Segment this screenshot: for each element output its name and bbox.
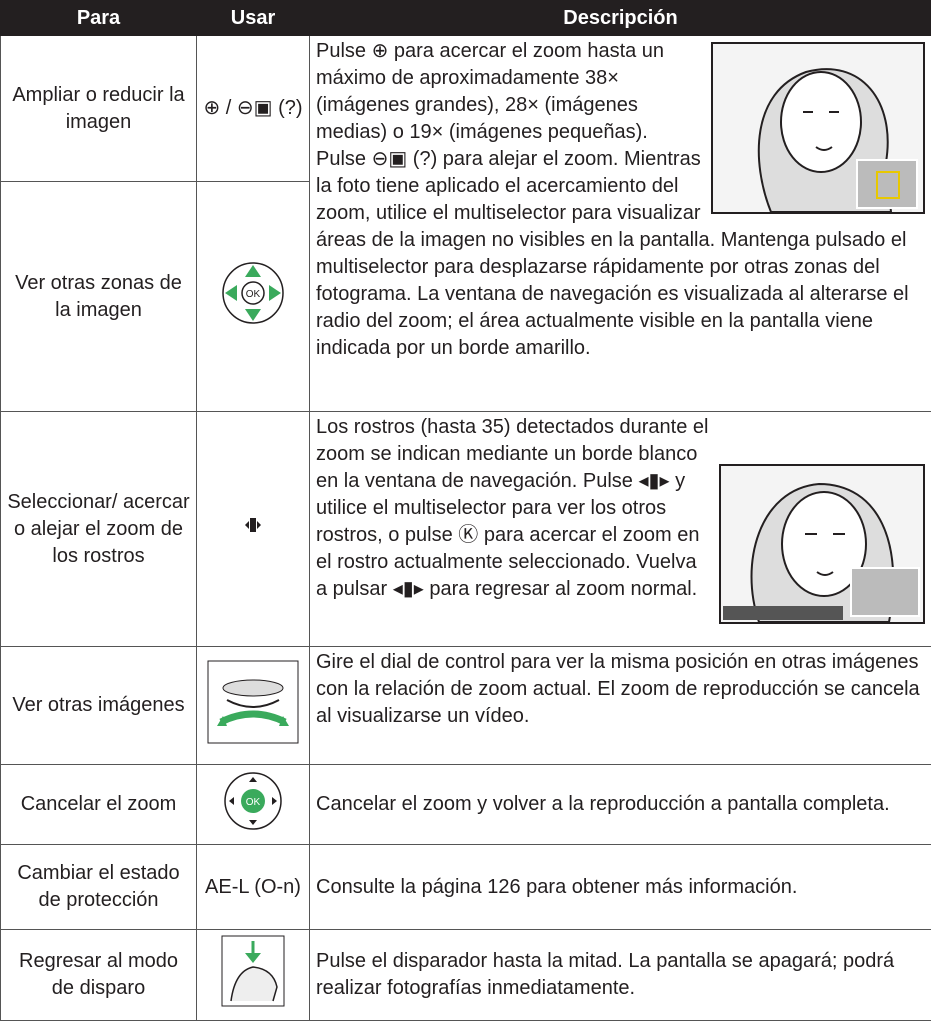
row: Cancelar el zoom OK Cancelar el zoom y v… — [1, 765, 931, 845]
desc-text: Cancelar el zoom y volver a la reproducc… — [316, 793, 890, 815]
ok-icon: OK — [223, 771, 283, 831]
header-row: Para Usar Descripción — [1, 1, 931, 36]
desc-text: Pulse el disparador hasta la mitad. La p… — [316, 950, 894, 999]
desc-cell: Gire el dial de control para ver la mism… — [310, 647, 931, 765]
header-cell: Para — [1, 1, 197, 36]
svg-text:OK: OK — [246, 289, 261, 300]
para-cell: Ampliar o reducir la imagen — [1, 36, 197, 182]
desc-text: Gire el dial de control para ver la mism… — [316, 651, 920, 727]
usar-cell — [197, 412, 310, 647]
para-cell: Cambiar el estado de protección — [1, 845, 197, 930]
row: Regresar al modo de disparo Pulse el dis… — [1, 930, 931, 1021]
svg-text:OK: OK — [246, 797, 261, 808]
para-cell: Regresar al modo de disparo — [1, 930, 197, 1021]
usar-cell: OK — [197, 765, 310, 845]
usar-cell — [197, 647, 310, 765]
desc-cell: Pulse el disparador hasta la mitad. La p… — [310, 930, 931, 1021]
row: Cambiar el estado de protección AE-L (O‑… — [1, 845, 931, 930]
para-cell: Ver otras zonas de la imagen — [1, 182, 197, 412]
row: Ampliar o reducir la imagen ⊕ / ⊖▣ (?) P… — [1, 36, 931, 182]
desc-cell: Consulte la página 126 para obtener más … — [310, 845, 931, 930]
usar-cell: AE-L (O‑n) — [197, 845, 310, 930]
row: Seleccionar/ acercar o alejar el zoom de… — [1, 412, 931, 647]
face-icon — [243, 515, 263, 535]
desc-cell: Los rostros (hasta 35) detectados durant… — [310, 412, 931, 647]
desc-text: Consulte la página 126 para obtener más … — [316, 876, 797, 898]
usar-cell: OK — [197, 182, 310, 412]
desc-cell: Pulse ⊕ para acercar el zoom hasta un má… — [310, 36, 931, 412]
para-cell: Ver otras imágenes — [1, 647, 197, 765]
row: Ver otras imágenes Gire el dial de contr… — [1, 647, 931, 765]
usar-cell — [197, 930, 310, 1021]
dial-icon — [207, 660, 299, 744]
desc-cell: Cancelar el zoom y volver a la reproducc… — [310, 765, 931, 845]
header-cell: Usar — [197, 1, 310, 36]
multiselector-icon: OK — [221, 261, 285, 325]
usar-cell: ⊕ / ⊖▣ (?) — [197, 36, 310, 182]
face-photo — [719, 464, 925, 624]
header-cell: Descripción — [310, 1, 931, 36]
shutter-icon — [221, 935, 285, 1007]
para-cell: Seleccionar/ acercar o alejar el zoom de… — [1, 412, 197, 647]
desc-text: Los rostros (hasta 35) detectados durant… — [316, 416, 708, 600]
para-cell: Cancelar el zoom — [1, 765, 197, 845]
zoom-photo — [711, 42, 925, 214]
